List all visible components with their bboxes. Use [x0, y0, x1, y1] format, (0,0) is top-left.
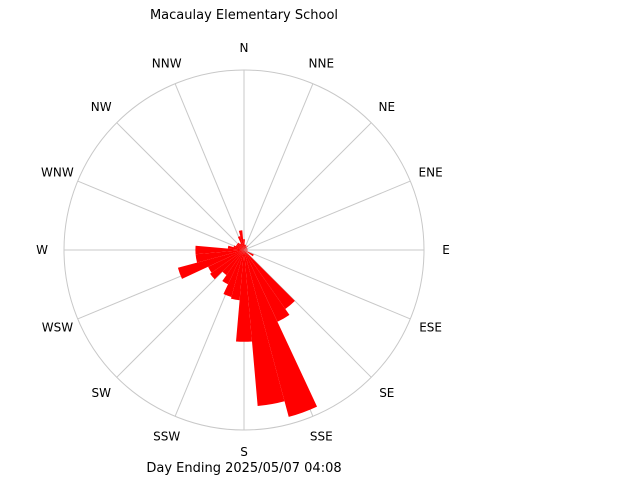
petal-0: [243, 239, 245, 250]
direction-label-ssw: SSW: [153, 430, 180, 444]
petal-290: [233, 245, 244, 250]
petal-60: [244, 247, 248, 250]
petal-250: [177, 250, 244, 279]
petal-330: [239, 243, 244, 250]
petal-150: [244, 250, 290, 322]
chart-footer: Day Ending 2025/05/07 04:08: [146, 461, 341, 476]
spoke-ne: [243, 122, 372, 251]
petal-170: [244, 250, 285, 406]
direction-label-ese: ESE: [419, 320, 442, 334]
chart-title: Macaulay Elementary School: [150, 8, 338, 23]
direction-label-nnw: NNW: [152, 56, 182, 70]
direction-label-nw: NW: [91, 100, 112, 114]
direction-label-wsw: WSW: [42, 320, 73, 334]
spoke-ene: [243, 180, 411, 251]
petal-210: [222, 250, 244, 285]
direction-label-ene: ENE: [419, 166, 443, 180]
petal-20: [244, 244, 247, 250]
petal-80: [244, 249, 248, 250]
petals: [177, 230, 318, 417]
petal-140: [244, 250, 295, 309]
petal-160: [244, 250, 318, 417]
petal-40: [244, 245, 248, 250]
spoke-nnw: [174, 83, 245, 251]
spoke-nw: [116, 122, 245, 251]
petal-120: [244, 250, 254, 257]
petal-240: [208, 250, 244, 273]
direction-label-e: E: [442, 243, 450, 257]
petal-350: [238, 230, 244, 250]
direction-label-w: W: [36, 243, 48, 257]
petal-200: [223, 250, 244, 297]
spoke-nne: [243, 83, 314, 251]
spoke-ese: [243, 249, 411, 320]
petal-100: [244, 250, 248, 251]
petal-340: [237, 236, 244, 250]
direction-label-n: N: [240, 41, 249, 55]
direction-label-nne: NNE: [309, 56, 335, 70]
direction-label-sw: SW: [91, 386, 111, 400]
petal-270: [195, 245, 244, 255]
petal-300: [235, 244, 244, 250]
petal-220: [222, 250, 244, 276]
petal-280: [227, 245, 244, 250]
petal-190: [230, 250, 244, 301]
petal-180: [236, 250, 252, 342]
petal-320: [237, 242, 244, 250]
spoke-wnw: [77, 180, 245, 251]
petal-260: [195, 250, 244, 263]
direction-label-sse: SSE: [310, 430, 333, 444]
direction-label-ne: NE: [379, 100, 396, 114]
direction-label-wnw: WNW: [41, 166, 74, 180]
direction-label-se: SE: [379, 386, 394, 400]
petal-310: [236, 243, 244, 250]
petal-10: [244, 244, 246, 250]
petal-30: [244, 246, 247, 250]
direction-label-s: S: [240, 445, 248, 459]
direction-labels: N NNE NE ENE E ESE SE SSE S SSW SW WSW W WNW NW NNW: [36, 41, 450, 459]
spoke-sw: [116, 249, 245, 378]
petal-230: [210, 250, 244, 280]
